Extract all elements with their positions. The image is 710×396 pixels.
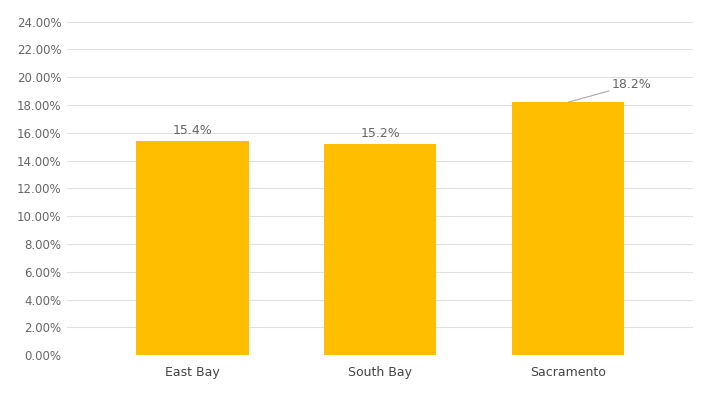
Bar [324, 144, 437, 355]
Text: 15.2%: 15.2% [360, 127, 400, 140]
Text: 18.2%: 18.2% [568, 78, 652, 102]
Bar [512, 102, 624, 355]
Bar [136, 141, 248, 355]
Text: 15.4%: 15.4% [173, 124, 212, 137]
